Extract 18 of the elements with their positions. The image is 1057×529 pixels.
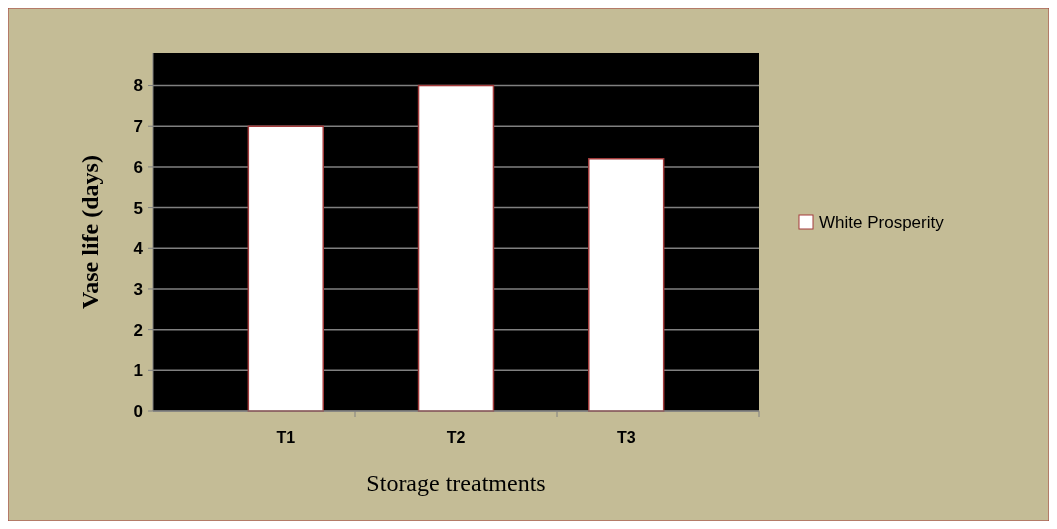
x-tick-label: T1 <box>276 429 296 446</box>
y-tick-label: 8 <box>133 76 143 96</box>
y-tick-label: 6 <box>133 157 143 177</box>
y-tick-label: 4 <box>133 239 144 259</box>
x-axis-title: Storage treatments <box>366 470 546 496</box>
y-axis-title: Vase life (days) <box>77 155 103 309</box>
y-tick-label: 1 <box>133 361 143 381</box>
y-tick-label: 2 <box>133 320 143 340</box>
y-tick-label: 5 <box>133 198 143 218</box>
bar <box>247 125 324 412</box>
legend-label: White Prosperity <box>819 212 945 232</box>
bar <box>417 84 495 412</box>
bar <box>588 158 665 412</box>
y-tick-label: 7 <box>133 117 143 137</box>
y-tick-label: 0 <box>133 401 143 421</box>
x-tick-label: T2 <box>446 429 466 446</box>
y-tick-label: 3 <box>133 279 143 299</box>
x-tick-label: T3 <box>616 429 636 446</box>
